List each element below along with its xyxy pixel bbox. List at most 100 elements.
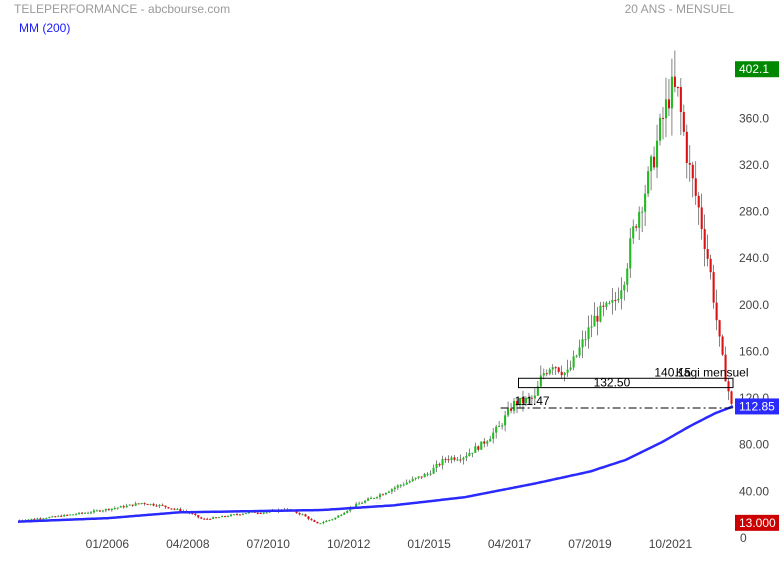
- ma-value-badge: 112.85: [739, 399, 775, 413]
- x-tick-label: 10/2021: [649, 537, 693, 551]
- last-price-badge: 402.1: [739, 62, 769, 76]
- candle-body: [536, 386, 539, 396]
- candle-body: [173, 508, 176, 510]
- candle-body: [682, 112, 685, 132]
- candle-body: [623, 284, 626, 291]
- candle-body: [387, 491, 390, 493]
- candle-body: [524, 398, 527, 404]
- candle-body: [718, 320, 721, 337]
- candle-body: [411, 478, 414, 482]
- candle-body: [75, 514, 78, 516]
- candle-body: [51, 516, 54, 518]
- candle-body: [587, 327, 590, 340]
- candle-body: [444, 459, 447, 461]
- candle-body: [66, 514, 69, 516]
- x-tick-label: 07/2019: [568, 537, 612, 551]
- candle-body: [414, 477, 417, 479]
- candle-body: [30, 518, 33, 520]
- candle-body: [95, 510, 98, 512]
- candle-body: [355, 503, 358, 508]
- candle-body: [393, 487, 396, 490]
- candle-body: [325, 520, 328, 523]
- candle-body: [602, 305, 605, 307]
- candle-body: [358, 503, 361, 505]
- candle-body: [605, 302, 608, 307]
- chart-title: TELEPERFORMANCE - abcbourse.com: [14, 2, 231, 16]
- candle-body: [459, 459, 462, 461]
- candle-body: [98, 510, 101, 512]
- candle-body: [42, 518, 45, 520]
- candle-body: [238, 514, 241, 516]
- candle-body: [429, 473, 432, 475]
- candle-body: [140, 503, 143, 505]
- candle-body: [164, 505, 167, 508]
- y-tick-label: 280.0: [739, 205, 769, 219]
- candle-body: [206, 518, 209, 520]
- candle-body: [83, 512, 87, 514]
- candle-body: [435, 463, 438, 468]
- y-tick-label: 360.0: [739, 111, 769, 125]
- candle-body: [468, 453, 471, 456]
- last-price-badge-bg: [735, 61, 779, 78]
- candle-body: [638, 211, 641, 228]
- candle-body: [447, 459, 450, 461]
- candle-body: [673, 76, 676, 88]
- candle-body: [614, 299, 617, 301]
- candle-body: [620, 290, 623, 299]
- candle-body: [48, 517, 51, 519]
- candle-body: [641, 211, 644, 213]
- candle-body: [203, 518, 206, 520]
- candle-body: [45, 518, 48, 520]
- x-tick-label: 10/2012: [327, 537, 371, 551]
- kagi-box-label: 132.50: [594, 376, 631, 390]
- candle-body: [426, 473, 429, 475]
- candle-body: [548, 369, 551, 374]
- candle-body: [456, 459, 459, 461]
- candle-body: [408, 481, 411, 483]
- candle-body: [441, 459, 444, 466]
- ma-value-badge-bg: [735, 398, 779, 415]
- candle-body: [658, 117, 662, 141]
- candle-body: [390, 489, 393, 492]
- candle-body: [688, 162, 691, 165]
- candle-body: [36, 518, 39, 520]
- candle-body: [259, 513, 262, 515]
- candle-body: [265, 512, 268, 514]
- candle-body: [92, 510, 96, 513]
- candle-body: [462, 457, 465, 460]
- candle-body: [691, 164, 694, 179]
- candle-body: [670, 76, 673, 109]
- candle-body: [200, 517, 203, 519]
- candle-body: [375, 497, 379, 499]
- candle-body: [212, 517, 215, 519]
- candle-body: [131, 504, 134, 506]
- candle-body: [423, 474, 426, 478]
- candle-body: [149, 503, 152, 505]
- x-tick-label: 01/2015: [407, 537, 451, 551]
- candle-body: [116, 507, 119, 509]
- candle-body: [310, 519, 313, 521]
- candle-body: [78, 512, 81, 515]
- candle-body: [54, 516, 57, 518]
- candle-body: [608, 302, 611, 304]
- candle-body: [295, 510, 298, 514]
- candle-body: [137, 503, 140, 505]
- candle-body: [39, 518, 42, 520]
- candle-body: [504, 415, 507, 426]
- candle-body: [232, 514, 236, 516]
- candle-body: [262, 512, 265, 514]
- y-tick-label: 160.0: [739, 344, 769, 358]
- candle-body: [134, 503, 137, 506]
- candle-body: [596, 315, 599, 322]
- candle-body: [104, 508, 107, 511]
- candle-body: [560, 371, 563, 376]
- candle-body: [197, 515, 200, 518]
- candle-body: [706, 249, 709, 259]
- y-tick-label: 80.00: [739, 438, 769, 452]
- candle-body: [158, 504, 161, 507]
- chart-period: 20 ANS - MENSUEL: [624, 2, 734, 16]
- candle-body: [697, 195, 700, 208]
- candle-body: [629, 238, 632, 269]
- candle-body: [489, 438, 492, 442]
